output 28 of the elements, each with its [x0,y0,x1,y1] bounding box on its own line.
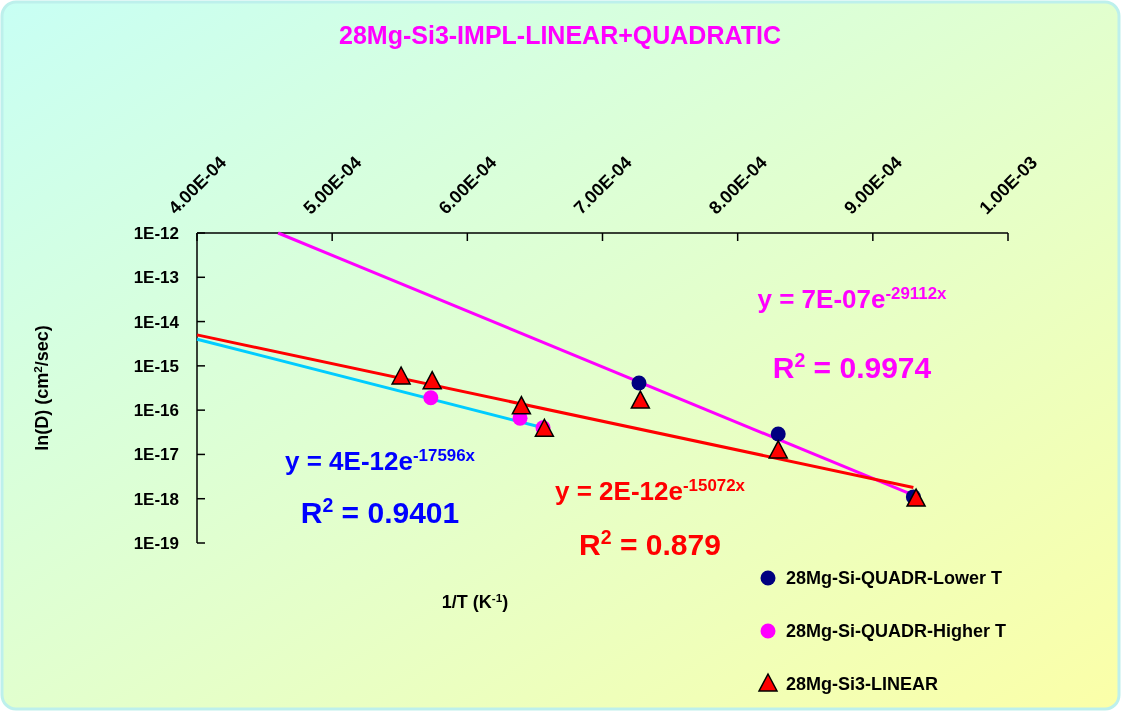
point [630,390,651,409]
legend-label: 28Mg-Si-QUADR-Higher T [786,621,1006,642]
legend-label: 28Mg-Si3-LINEAR [786,674,939,695]
point [391,366,411,385]
x-axis-title: 1/T (K$^{-1}$) [441,590,509,612]
chart-title: 28Mg-Si3-IMPL-LINEAR+QUADRATIC [339,21,781,49]
y-tick-label: 1E-17 [133,445,179,465]
point [906,488,926,507]
point [511,395,532,415]
annotation: y = 4E-12e$^{-17596x}$ [285,445,476,476]
y-tick-label: 1E-16 [133,401,179,421]
annotation: R$^{2}$ = 0.879 [579,526,721,561]
y-tick-label: 1E-12 [133,223,179,243]
point [422,370,442,390]
point [770,426,786,442]
point [768,440,788,459]
annotation: y = 7E-07e$^{-29112x}$ [757,283,948,314]
y-tick-label: 1E-18 [133,489,179,509]
y-tick-label: 1E-19 [133,533,179,553]
point [631,375,647,391]
annotation: R$^{2}$ = 0.9401 [300,494,460,529]
y-tick-label: 1E-14 [133,312,180,332]
annotation: R$^{2}$ = 0.9974 [772,349,932,384]
y-tick-label: 1E-13 [133,268,179,288]
annotation: y = 2E-12e$^{-15072x}$ [555,475,746,506]
legend-label: 28Mg-Si-QUADR-Lower T [786,568,1002,589]
y-tick-label: 1E-15 [133,356,179,376]
point [423,390,439,406]
